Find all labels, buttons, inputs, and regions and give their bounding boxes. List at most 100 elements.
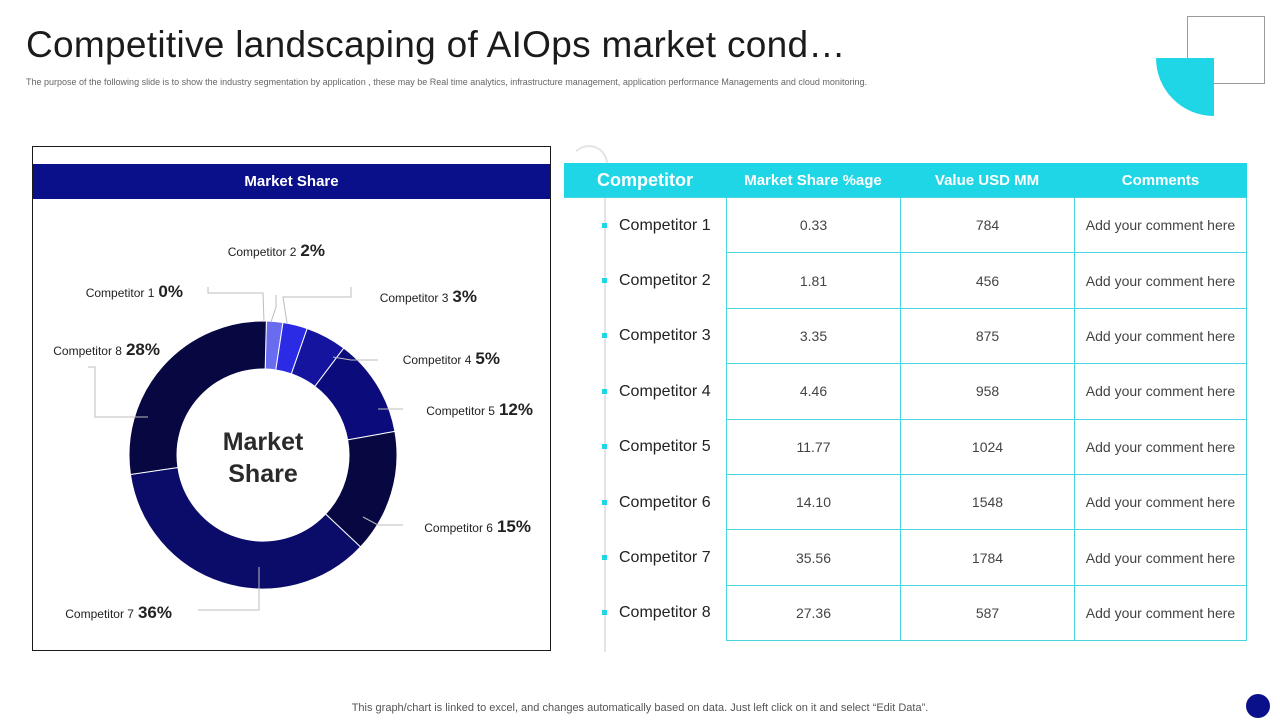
table-row: Competitor 7 35.56 1784 Add your comment he…	[564, 530, 1247, 586]
label-leader-line	[332, 356, 378, 361]
page-indicator-dot	[1246, 694, 1270, 718]
comment-cell[interactable]: Add your comment here	[1074, 419, 1247, 475]
column-header-competitor: Competitor	[597, 169, 693, 190]
donut-center-label-line1: Market	[223, 428, 304, 456]
column-header-comments: Comments	[1121, 171, 1200, 189]
slice-label-name: Competitor 5	[426, 404, 495, 418]
value-cell[interactable]: 875	[900, 308, 1074, 365]
bullet-icon	[602, 610, 607, 616]
slice-label-name: Competitor 7	[65, 607, 134, 621]
bullet-icon	[602, 388, 607, 394]
value-cell[interactable]: 1784	[900, 530, 1074, 586]
footer-note: This graph/chart is linked to excel, and…	[351, 702, 929, 714]
market-share-cell[interactable]: 1.81	[726, 253, 900, 309]
table-row: Competitor 2 1.81 456 Add your comment here	[564, 253, 1247, 309]
table-row: Competitor 3 3.35 875 Add your comment here	[564, 308, 1247, 365]
market-share-cell[interactable]: 0.33	[726, 198, 900, 254]
comment-cell[interactable]: Add your comment here	[1074, 585, 1247, 642]
value-cell[interactable]: 1548	[900, 474, 1074, 531]
competitor-name-cell: Competitor 3	[564, 309, 726, 364]
table-row: Competitor 4 4.46 958 Add your comment here	[564, 364, 1247, 420]
slice-data-label: Competitor 1 0%	[86, 282, 183, 301]
competitor-name-cell: Competitor 2	[564, 253, 726, 308]
table-row: Competitor 1 0.33 784 Add your comment here	[564, 198, 1247, 254]
label-leader-line	[362, 516, 403, 526]
comment-cell[interactable]: Add your comment here	[1074, 364, 1247, 420]
column-header-market-share: Market Share %age	[744, 171, 882, 189]
comment-cell[interactable]: Add your comment here	[1074, 253, 1247, 309]
table-body: Competitor 1 0.33 784 Add your comment here…	[564, 197, 1247, 642]
slice-label-name: Competitor 4	[403, 353, 472, 367]
table-row: Competitor 5 11.77 1024 Add your comment he…	[564, 419, 1247, 475]
page-subtitle: The purpose of the following slide is to…	[26, 77, 867, 87]
slice-label-value: 2%	[300, 241, 325, 260]
competitor-name-cell: Competitor 4	[564, 364, 726, 419]
label-leader-line	[88, 366, 148, 418]
slice-label-value: 36%	[138, 603, 172, 622]
value-cell[interactable]: 1024	[900, 419, 1074, 475]
value-cell[interactable]: 784	[900, 198, 1074, 254]
donut-slice[interactable]	[129, 466, 362, 590]
slice-label-value: 5%	[475, 349, 500, 368]
competitor-name: Competitor 2	[619, 272, 711, 290]
decorative-quarter-circle	[1156, 58, 1214, 116]
competitor-name: Competitor 3	[619, 327, 711, 345]
chart-panel-header: Market Share	[33, 164, 550, 199]
competitor-name-cell: Competitor 8	[564, 586, 726, 641]
market-share-cell[interactable]: 35.56	[726, 530, 900, 586]
slice-label-value: 28%	[126, 340, 160, 359]
market-share-cell[interactable]: 3.35	[726, 308, 900, 365]
table-header-row: Competitor Market Share %age Value USD M…	[564, 163, 1247, 197]
slice-label-name: Competitor 3	[380, 291, 449, 305]
competitor-name-cell: Competitor 5	[564, 420, 726, 475]
slice-label-name: Competitor 6	[424, 521, 493, 535]
comment-cell[interactable]: Add your comment here	[1074, 474, 1247, 531]
column-header-value: Value USD MM	[934, 171, 1040, 189]
competitor-name: Competitor 8	[619, 604, 711, 622]
market-share-cell[interactable]: 11.77	[726, 419, 900, 475]
slice-label-name: Competitor 2	[228, 245, 297, 259]
bullet-icon	[602, 222, 607, 228]
timeline-line-decoration	[604, 196, 606, 652]
competitor-name: Competitor 4	[619, 382, 711, 400]
comment-cell[interactable]: Add your comment here	[1074, 308, 1247, 365]
competitor-name: Competitor 1	[619, 216, 711, 234]
bullet-icon	[602, 278, 607, 284]
slice-data-label: Competitor 3 3%	[380, 287, 477, 306]
comment-cell[interactable]: Add your comment here	[1074, 530, 1247, 586]
slice-label-value: 3%	[452, 287, 477, 306]
market-share-donut-chart[interactable]: Competitor 1 0% Competitor 2 2% Competitor 3…	[33, 147, 552, 652]
slice-label-value: 0%	[158, 282, 183, 301]
table-row: Competitor 8 27.36 587 Add your comment her…	[564, 585, 1247, 642]
label-leader-line	[207, 287, 265, 323]
slice-data-label: Competitor 4 5%	[403, 349, 500, 368]
competitor-name-cell: Competitor 6	[564, 475, 726, 530]
page-title: Competitive landscaping of AIOps market …	[26, 24, 846, 65]
market-share-cell[interactable]: 4.46	[726, 364, 900, 420]
decorative-square-outline	[1187, 16, 1265, 84]
bullet-icon	[602, 333, 607, 339]
label-leader-line	[282, 287, 352, 324]
market-share-cell[interactable]: 27.36	[726, 585, 900, 642]
value-cell[interactable]: 456	[900, 253, 1074, 309]
table-row: Competitor 6 14.10 1548 Add your comment he…	[564, 474, 1247, 531]
competitor-table: Competitor Market Share %age Value USD M…	[564, 163, 1247, 642]
slice-label-name: Competitor 1	[86, 286, 155, 300]
bullet-icon	[602, 555, 607, 561]
competitor-name-cell: Competitor 7	[564, 530, 726, 585]
slice-data-label: Competitor 8 28%	[53, 340, 160, 359]
slice-data-label: Competitor 5 12%	[426, 400, 533, 419]
comment-cell[interactable]: Add your comment here	[1074, 198, 1247, 254]
slice-label-name: Competitor 8	[53, 344, 122, 358]
bullet-icon	[602, 499, 607, 505]
competitor-name: Competitor 6	[619, 493, 711, 511]
bullet-icon	[602, 444, 607, 450]
slice-data-label: Competitor 6 15%	[424, 517, 531, 536]
value-cell[interactable]: 587	[900, 585, 1074, 642]
market-share-cell[interactable]: 14.10	[726, 474, 900, 531]
value-cell[interactable]: 958	[900, 364, 1074, 420]
donut-slice[interactable]	[128, 320, 267, 476]
label-leader-line	[270, 295, 277, 323]
slice-label-value: 15%	[497, 517, 531, 536]
